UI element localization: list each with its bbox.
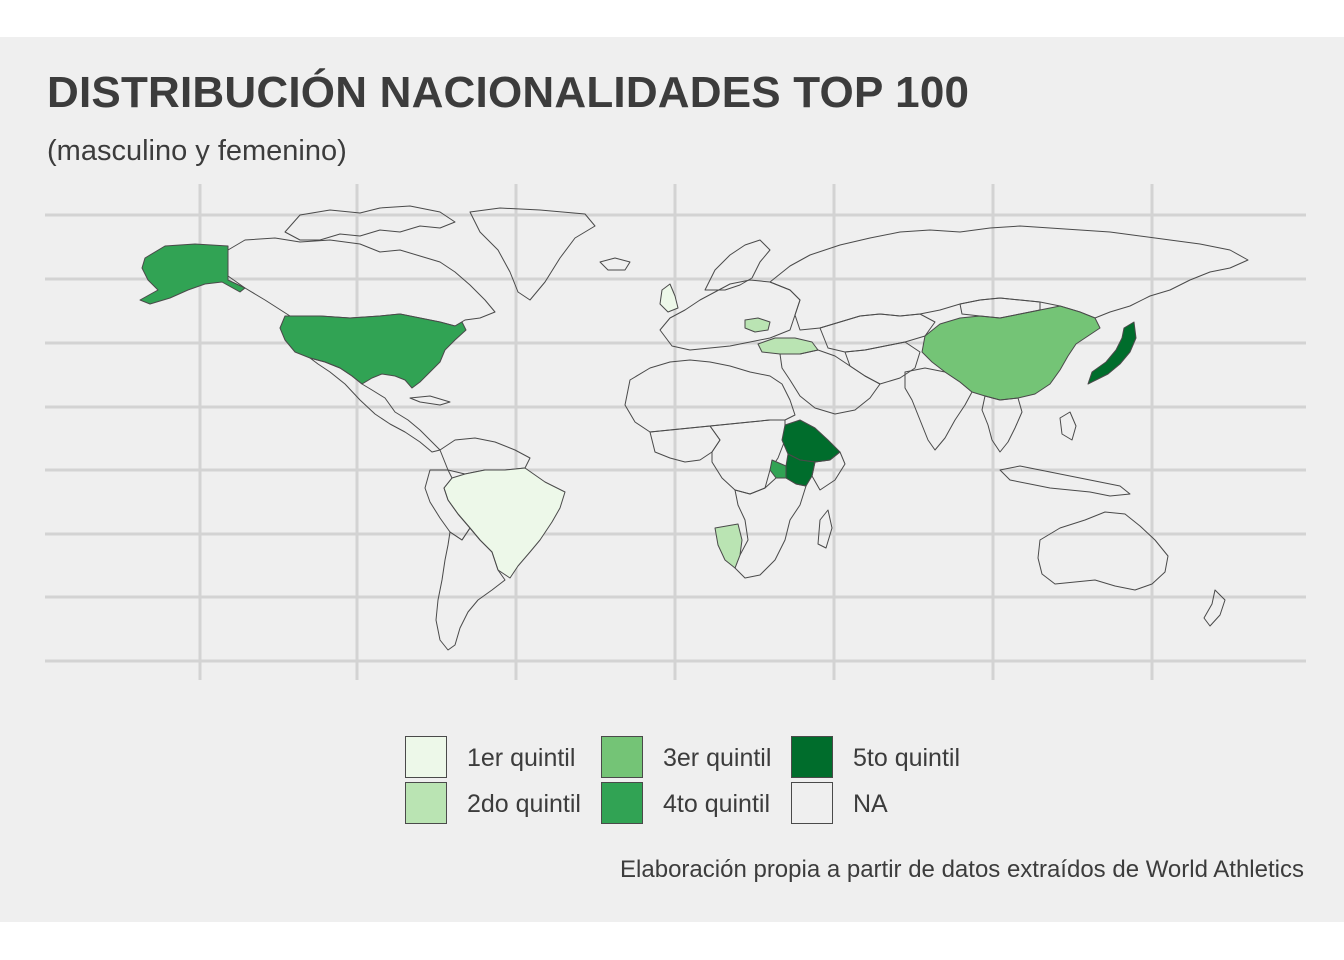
country-north-africa xyxy=(624,359,796,433)
country-colombia-venezuela xyxy=(439,437,531,475)
country-kazakhstan-region xyxy=(819,313,936,353)
map-subtitle: (masculino y femenino) xyxy=(47,135,347,167)
legend-swatch xyxy=(601,736,643,778)
caption: Elaboración propia a partir de datos ext… xyxy=(620,856,1304,883)
country-cuba xyxy=(409,395,451,406)
legend-label: NA xyxy=(853,790,888,818)
country-brazil[interactable] xyxy=(443,467,566,579)
legend-label: 5to quintil xyxy=(853,744,961,772)
country-philippines xyxy=(1059,411,1077,441)
country-alaska xyxy=(139,243,246,305)
country-southern-africa xyxy=(734,477,807,579)
legend-swatch xyxy=(405,782,447,824)
legend-swatch xyxy=(791,736,833,778)
map-title: DISTRIBUCIÓN NACIONALIDADES TOP 100 xyxy=(47,68,970,117)
country-china[interactable] xyxy=(921,305,1101,401)
country-argentina-chile xyxy=(435,527,506,651)
country-indonesia xyxy=(999,465,1131,497)
country-madagascar xyxy=(817,509,833,549)
legend-label: 4to quintil xyxy=(663,790,771,818)
country-united-states[interactable] xyxy=(279,313,467,389)
graticule xyxy=(45,184,1306,680)
country-west-africa xyxy=(649,425,721,463)
legend-swatch xyxy=(601,782,643,824)
country-iran-afghanistan xyxy=(844,341,921,385)
plot-panel xyxy=(0,37,1344,922)
legend-label: 3er quintil xyxy=(663,744,772,772)
legend-label: 2do quintil xyxy=(467,790,581,818)
country-central-africa xyxy=(709,419,786,495)
country-romania[interactable] xyxy=(744,317,771,333)
country-new-zealand xyxy=(1203,589,1226,627)
country-canada-islands xyxy=(284,205,456,241)
country-australia xyxy=(1037,511,1169,591)
legend-swatch xyxy=(405,736,447,778)
country-somalia xyxy=(811,451,846,491)
country-japan[interactable] xyxy=(1087,321,1137,385)
country-namibia[interactable] xyxy=(714,523,743,569)
country-uganda[interactable] xyxy=(769,459,787,479)
country-greenland xyxy=(469,207,596,301)
country-southeast-asia xyxy=(981,395,1023,453)
country-iceland xyxy=(599,257,631,271)
country-united-kingdom[interactable] xyxy=(659,283,679,313)
country-scandinavia xyxy=(704,239,771,291)
country-mongolia xyxy=(959,297,1041,319)
country-middle-east xyxy=(779,349,881,415)
country-canada xyxy=(227,237,496,327)
legend-label: 1er quintil xyxy=(467,744,576,772)
legend-swatch xyxy=(791,782,833,824)
country-mexico xyxy=(309,357,441,453)
